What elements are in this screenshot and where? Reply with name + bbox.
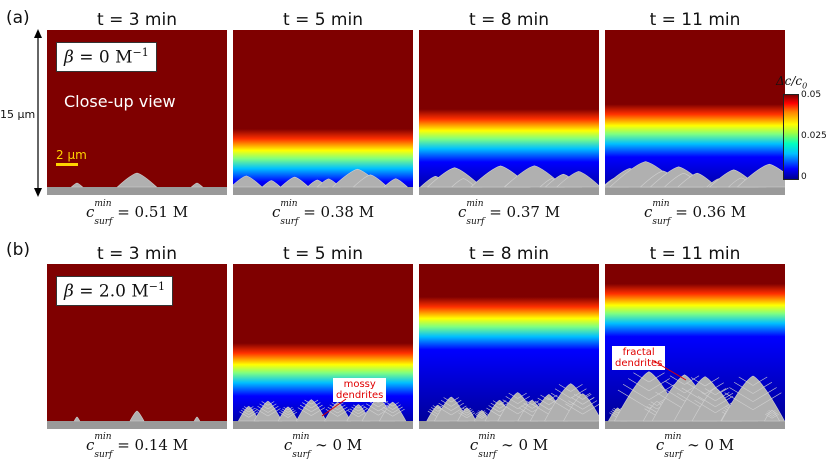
title-b-4: t = 11 min	[649, 244, 741, 264]
dendrites-0-2	[419, 165, 599, 188]
dendrites-0-1	[233, 168, 409, 188]
panel-b-4	[605, 264, 785, 429]
dendrites-1-1	[237, 397, 407, 422]
annotation-fractal-pointer	[651, 359, 687, 381]
dendrites-1-0	[73, 410, 201, 422]
caption-b-2: cmin surf ∼ 0 M	[283, 432, 363, 460]
dendrites-1-2	[426, 383, 599, 422]
panel-a-2	[233, 30, 413, 195]
scalebar	[56, 163, 78, 166]
dendrites-1-3	[607, 371, 785, 422]
panel-b-3	[419, 264, 599, 429]
annotation-mossy-pointer	[321, 398, 347, 417]
field-0-3	[605, 30, 785, 195]
field-1-1	[233, 264, 413, 429]
colorbar-tick-min: 0	[801, 172, 807, 182]
scalebar-label: 2 µm	[56, 148, 87, 162]
title-a-4: t = 11 min	[649, 10, 741, 30]
title-a-2: t = 5 min	[283, 10, 363, 30]
field-0-2	[419, 30, 599, 195]
field-1-3	[605, 264, 785, 429]
caption-b-1: cmin surf = 0.14 M	[85, 432, 189, 460]
field-1-2	[419, 264, 599, 429]
caption-a-2: cmin surf = 0.38 M	[271, 199, 375, 227]
annotation-mossy: mossy dendrites	[333, 378, 387, 402]
caption-b-4: cmin surf ∼ 0 M	[655, 432, 735, 460]
panel-a-4	[605, 30, 785, 195]
panel-b-2	[233, 264, 413, 429]
dendrites-0-0	[70, 172, 204, 188]
dendrites-0-3	[605, 161, 785, 188]
panel-a-3	[419, 30, 599, 195]
title-a-3: t = 8 min	[469, 10, 549, 30]
beta-label-a: β = 0 M−1	[56, 42, 157, 72]
caption-b-3: cmin surf ∼ 0 M	[469, 432, 549, 460]
caption-a-3: cmin surf = 0.37 M	[457, 199, 561, 227]
row-label-a: (a)	[6, 8, 30, 28]
caption-a-1: cmin surf = 0.51 M	[85, 199, 189, 227]
beta-label-b: β = 2.0 M−1	[56, 276, 173, 306]
height-label: 15 µm	[0, 108, 36, 121]
colorbar-title: Δc/c0	[776, 74, 808, 91]
colorbar-tick-max: 0.05	[801, 90, 822, 100]
caption-a-4: cmin surf = 0.36 M	[643, 199, 747, 227]
title-a-1: t = 3 min	[97, 10, 177, 30]
height-arrow	[34, 29, 42, 197]
colorbar-tick-mid: 0.025	[801, 131, 827, 141]
row-label-b: (b)	[6, 240, 31, 260]
title-b-1: t = 3 min	[97, 244, 177, 264]
title-b-3: t = 8 min	[469, 244, 549, 264]
title-b-2: t = 5 min	[283, 244, 363, 264]
field-0-1	[233, 30, 413, 195]
colorbar	[783, 94, 799, 180]
closeup-label: Close-up view	[64, 92, 176, 111]
annotation-fractal: fractal dendrites	[612, 346, 666, 370]
